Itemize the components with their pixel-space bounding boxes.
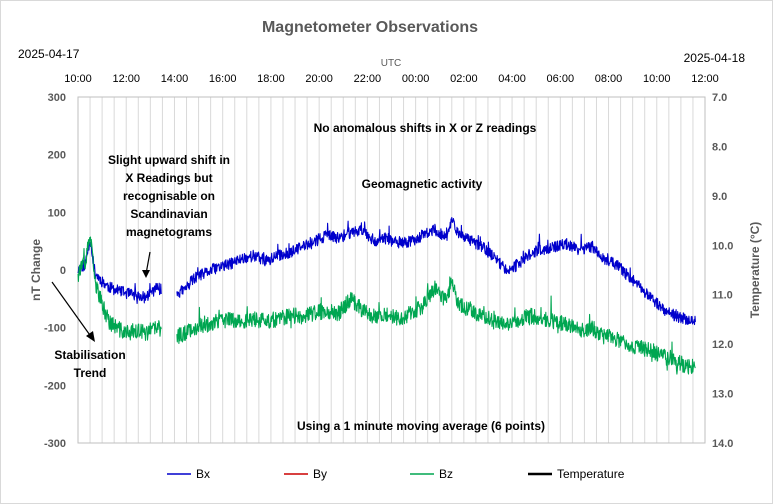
y2-tick-label: 10.0 [712, 240, 733, 252]
x-tick-label: 18:00 [257, 73, 285, 85]
series-line-bx [176, 217, 696, 326]
legend-label-temperature: Temperature [557, 467, 625, 481]
y-tick-label: 0 [60, 265, 66, 277]
stabilisation-arrowhead [86, 331, 95, 342]
x-tick-label: 20:00 [305, 73, 333, 85]
legend: Bx By Bz Temperature [167, 467, 625, 481]
gridlines [89, 97, 694, 443]
y-tick-label: 300 [48, 92, 66, 104]
annotation-stabilisation: Stabilisation Trend [54, 348, 125, 380]
x-axis-label: UTC [381, 58, 402, 69]
annotation-line: No anomalous shifts in X or Z readings [314, 121, 537, 135]
y2-tick-label: 9.0 [712, 191, 727, 203]
y-tick-label: -100 [44, 323, 66, 335]
y-tick-label: 100 [48, 207, 66, 219]
y2-tick-labels: 7.0 8.0 9.0 10.0 11.0 12.0 13.0 14.0 [712, 92, 733, 450]
legend-label-by: By [313, 467, 327, 481]
x-tick-label: 14:00 [161, 73, 189, 85]
y2-tick-label: 14.0 [712, 438, 733, 450]
y-tick-labels: 300 200 100 0 -100 -200 -300 [44, 92, 66, 450]
x-tick-label: 10:00 [64, 73, 92, 85]
x-tick-label: 00:00 [402, 73, 430, 85]
x-tick-label: 04:00 [498, 73, 526, 85]
x-tick-label: 02:00 [450, 73, 478, 85]
annotation-line: magnetograms [126, 225, 212, 239]
annotation-line: X Readings but [125, 171, 212, 185]
x-tick-label: 12:00 [112, 73, 140, 85]
legend-label-bx: Bx [196, 467, 210, 481]
stabilisation-arrow [51, 281, 93, 339]
x-tick-label: 12:00 [691, 73, 719, 85]
series-line-bz [176, 276, 696, 375]
annotation-line: Scandinavian [130, 207, 207, 221]
x-tick-label: 08:00 [595, 73, 623, 85]
annotation-slight-shift: Slight upward shift in X Readings but reco… [108, 153, 230, 239]
annotation-line: recognisable on [123, 189, 215, 203]
x-tick-label: 16:00 [209, 73, 237, 85]
y-tick-label: -200 [44, 380, 66, 392]
date-left: 2025-04-17 [18, 47, 80, 61]
annotations: No anomalous shifts in X or Z readings Sl… [54, 121, 545, 433]
x-tick-labels: 10:00 12:00 14:00 16:00 18:00 20:00 22:00 00:00… [64, 73, 719, 85]
series-line-bx [77, 241, 162, 304]
annotation-moving-avg: Using a 1 minute moving average (6 point… [297, 419, 545, 433]
y2-tick-label: 12.0 [712, 339, 733, 351]
x-tick-label: 22:00 [354, 73, 382, 85]
y2-axis-label: Temperature (°C) [748, 222, 762, 319]
annotation-geomag: Geomagnetic activity [362, 177, 483, 191]
y-tick-label: -300 [44, 438, 66, 450]
y-tick-label: 200 [48, 150, 66, 162]
annotation-line: Trend [74, 366, 107, 380]
series-line-bz [77, 236, 162, 341]
annotation-arrows [51, 251, 151, 342]
chart-title: Magnetometer Observations [262, 19, 478, 36]
y2-tick-label: 7.0 [712, 92, 727, 104]
y-axis-label: nT Change [29, 239, 43, 301]
annotation-no-shift: No anomalous shifts in X or Z readings [314, 121, 537, 135]
x-tick-label: 06:00 [547, 73, 575, 85]
date-right: 2025-04-18 [684, 51, 746, 65]
legend-label-bz: Bz [439, 467, 453, 481]
annotation-line: Using a 1 minute moving average (6 point… [297, 419, 545, 433]
annotation-line: Geomagnetic activity [362, 177, 483, 191]
series-layer [77, 217, 696, 375]
annotation-line: Slight upward shift in [108, 153, 230, 167]
y2-tick-label: 13.0 [712, 389, 733, 401]
shift-arrowhead [142, 270, 150, 278]
x-tick-label: 10:00 [643, 73, 671, 85]
y2-tick-label: 8.0 [712, 141, 727, 153]
annotation-line: Stabilisation [54, 348, 125, 362]
y2-tick-label: 11.0 [712, 290, 733, 302]
